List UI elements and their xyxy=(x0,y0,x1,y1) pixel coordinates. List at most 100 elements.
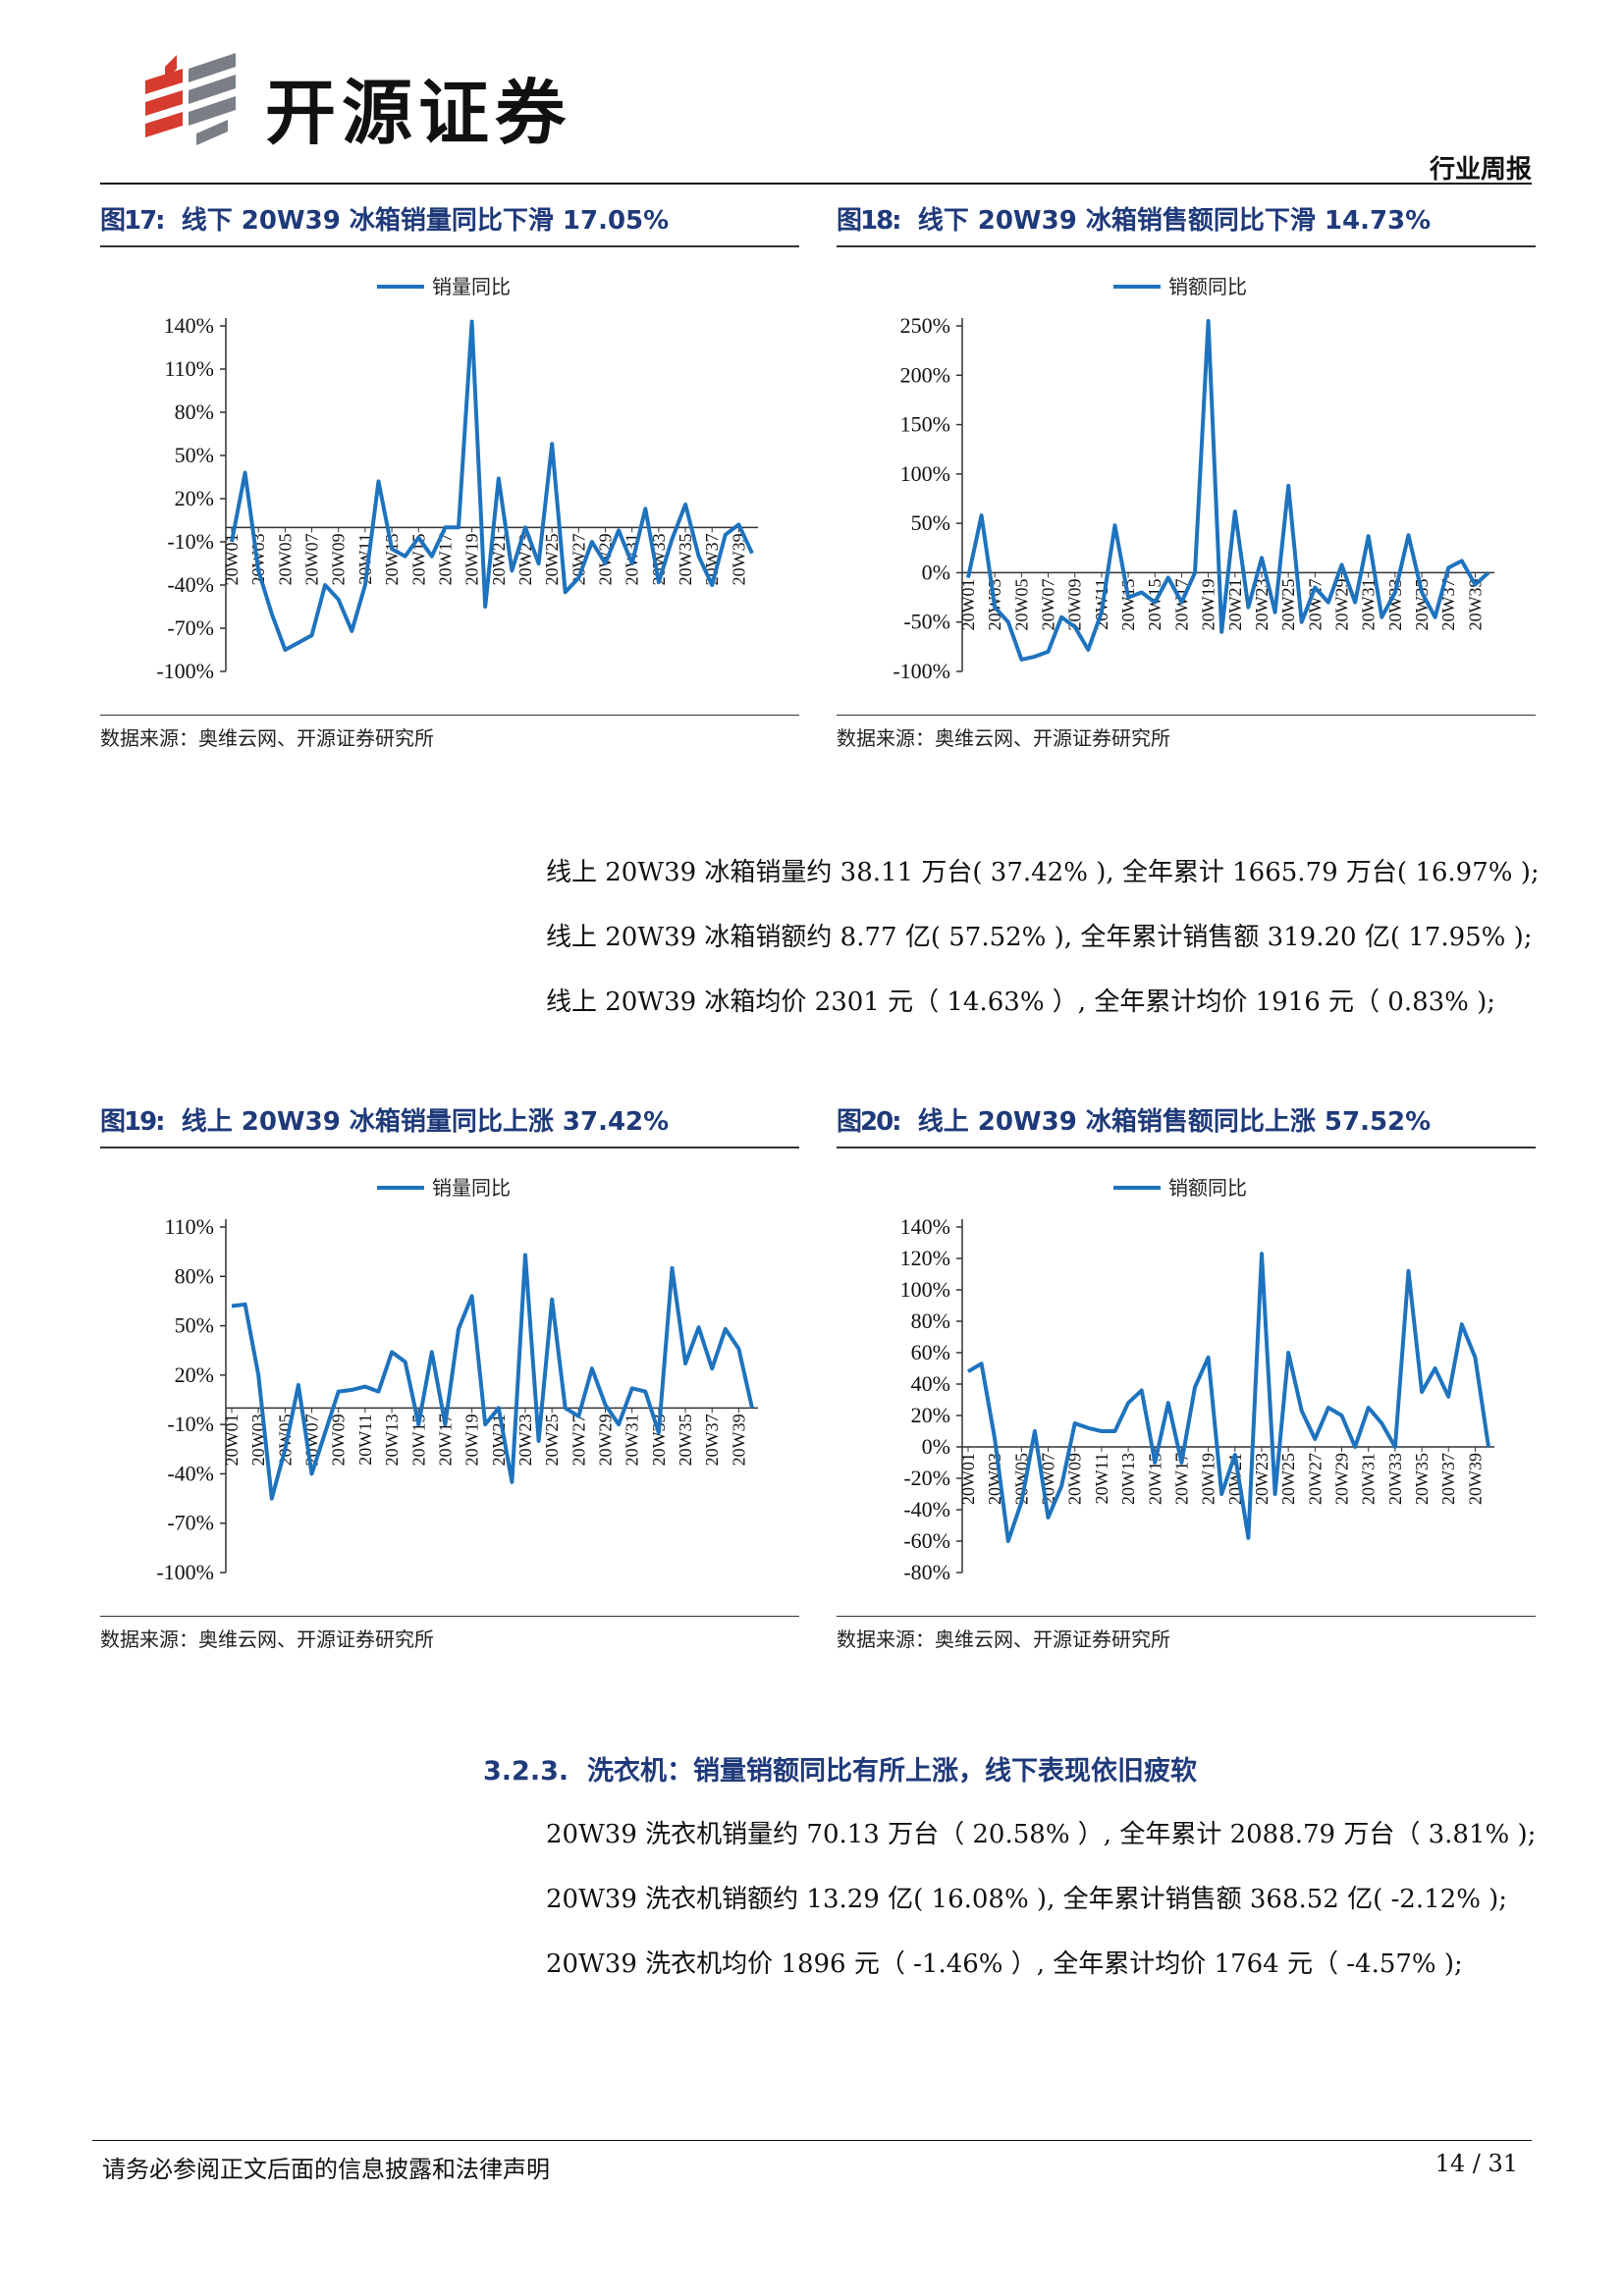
washer-revenue-text: 20W39 洗衣机销额约 13.29 亿( 16.08% ), 全年累计销售额 … xyxy=(546,1885,1508,1914)
y-tick-label: 120% xyxy=(900,1246,950,1270)
figure-bottom-rule xyxy=(100,1616,799,1617)
y-tick-label: 20% xyxy=(175,486,214,510)
y-tick-label: 80% xyxy=(175,400,214,424)
y-tick-label: 0% xyxy=(922,1434,950,1459)
x-tick-label: 20W21 xyxy=(489,533,509,585)
y-tick-label: -70% xyxy=(167,1511,214,1535)
y-tick-label: -50% xyxy=(903,610,950,634)
x-tick-label: 20W15 xyxy=(408,1414,428,1466)
legend-label: 销量同比 xyxy=(432,1176,511,1200)
x-tick-label: 20W35 xyxy=(1412,578,1432,630)
x-tick-label: 20W13 xyxy=(1118,578,1138,630)
x-tick-label: 20W01 xyxy=(958,1453,978,1505)
x-tick-label: 20W31 xyxy=(1359,578,1379,630)
x-tick-label: 20W27 xyxy=(1305,1453,1325,1505)
chart-fig20: 销额同比 140% 120% 100% 80% 60% 40% 20% 0% -20% -40% -6… xyxy=(900,1176,1494,1584)
x-tick-label: 20W39 xyxy=(729,1414,748,1466)
y-tick-label: 100% xyxy=(900,461,950,486)
x-tick-label: 20W39 xyxy=(1465,578,1485,630)
x-tick-label: 20W13 xyxy=(382,533,402,585)
x-tick-label: 20W35 xyxy=(1412,1453,1432,1505)
series-line xyxy=(230,319,754,652)
x-tick-label: 20W09 xyxy=(1065,1453,1085,1505)
x-tick-label: 20W25 xyxy=(1278,578,1298,630)
page-number: 14 / 31 xyxy=(1435,2150,1518,2177)
y-tick-label: 50% xyxy=(175,443,214,467)
y-tick-label: -100% xyxy=(156,1560,214,1584)
y-tick-label: 250% xyxy=(900,313,950,338)
x-tick-label: 20W07 xyxy=(1039,578,1058,630)
section-heading: 3.2.3. 洗衣机：销量销额同比有所上涨，线下表现依旧疲软 xyxy=(483,1749,1197,1788)
x-tick-label: 20W17 xyxy=(435,533,455,585)
figure-title: 图20: 线上 20W39 冰箱销售额同比上涨 57.52% xyxy=(837,1103,1536,1148)
x-tick-label: 20W05 xyxy=(275,533,295,585)
legend-label: 销额同比 xyxy=(1168,1176,1247,1200)
series-line xyxy=(966,319,1490,662)
y-tick-label: 50% xyxy=(911,510,950,535)
chart-fig17: 销量同比 140% 110% 80% 50% 20% -10% -40% -70% -100% 20… xyxy=(156,275,758,683)
y-tick-label: -100% xyxy=(156,659,214,683)
x-tick-label: 20W29 xyxy=(1332,1453,1352,1505)
y-tick-label: 20% xyxy=(175,1362,214,1387)
x-tick-label: 20W27 xyxy=(568,533,588,585)
washer-price-text: 20W39 洗衣机均价 1896 元（ -1.46% ）, 全年累计均价 176… xyxy=(546,1949,1463,1979)
x-tick-label: 20W29 xyxy=(1332,578,1352,630)
footer-divider xyxy=(92,2140,1532,2141)
y-tick-label: 140% xyxy=(900,1214,950,1239)
y-tick-label: -10% xyxy=(167,529,214,554)
x-tick-label: 20W01 xyxy=(222,1414,242,1466)
source-note: 数据来源：奥维云网、开源证券研究所 xyxy=(837,1628,1170,1651)
y-tick-label: -40% xyxy=(903,1497,950,1522)
chart-fig18: 销额同比 250% 200% 150% 100% 50% 0% -50% -100% 20W01 2… xyxy=(893,275,1494,683)
x-tick-label: 20W33 xyxy=(1385,1453,1405,1505)
y-tick-label: -80% xyxy=(903,1560,950,1584)
source-note: 数据来源：奥维云网、开源证券研究所 xyxy=(100,726,434,750)
online-revenue-text: 线上 20W39 冰箱销额约 8.77 亿( 57.52% ), 全年累计销售额… xyxy=(546,923,1533,952)
figure-bottom-rule xyxy=(837,1616,1536,1617)
chart-fig19: 销量同比 110% 80% 50% 20% -10% -40% -70% -100% 20W01 2… xyxy=(156,1176,758,1584)
figure-caption: 线上 20W39 冰箱销售额同比上涨 57.52% xyxy=(917,1107,1432,1137)
y-tick-label: 60% xyxy=(911,1340,950,1364)
x-tick-label: 20W35 xyxy=(676,533,695,585)
x-tick-label: 20W27 xyxy=(568,1414,588,1466)
x-tick-label: 20W37 xyxy=(702,1414,722,1466)
x-tick-label: 20W13 xyxy=(382,1414,402,1466)
figure-title: 图17: 线下 20W39 冰箱销量同比下滑 17.05% xyxy=(100,202,799,247)
figure-bottom-rule xyxy=(100,715,799,716)
figure-17: 图17: 线下 20W39 冰箱销量同比下滑 17.05% 销量同比 140% 11… xyxy=(100,202,799,752)
x-tick-label: 20W21 xyxy=(1225,578,1245,630)
logo-mark-icon xyxy=(145,53,236,145)
x-tick-label: 20W31 xyxy=(1359,1453,1379,1505)
y-tick-label: 80% xyxy=(911,1308,950,1333)
x-tick-label: 20W25 xyxy=(1278,1453,1298,1505)
y-tick-label: -60% xyxy=(903,1528,950,1553)
x-tick-label: 20W39 xyxy=(1465,1453,1485,1505)
series-line xyxy=(966,1252,1490,1543)
y-tick-label: -70% xyxy=(167,615,214,640)
figure-bottom-rule xyxy=(837,715,1536,716)
y-tick-label: -10% xyxy=(167,1412,214,1436)
x-tick-label: 20W07 xyxy=(302,533,322,585)
figure-title: 图18: 线下 20W39 冰箱销售额同比下滑 14.73% xyxy=(837,202,1536,247)
x-tick-label: 20W29 xyxy=(596,1414,616,1466)
figure-20: 图20: 线上 20W39 冰箱销售额同比上涨 57.52% 销额同比 140% 1… xyxy=(837,1103,1536,1653)
footer-disclaimer: 请务必参阅正文后面的信息披露和法律声明 xyxy=(102,2156,550,2183)
section-title: 洗衣机：销量销额同比有所上涨，线下表现依旧疲软 xyxy=(586,1756,1197,1787)
y-tick-label: -20% xyxy=(903,1466,950,1490)
x-tick-label: 20W01 xyxy=(222,533,242,585)
x-tick-label: 20W17 xyxy=(1171,1453,1191,1505)
legend-label: 销量同比 xyxy=(432,275,511,298)
figure-caption: 线下 20W39 冰箱销售额同比下滑 14.73% xyxy=(917,206,1432,236)
figure-caption: 线下 20W39 冰箱销量同比下滑 17.05% xyxy=(181,206,670,236)
figure-19: 图19: 线上 20W39 冰箱销量同比上涨 37.42% 销量同比 110% 80… xyxy=(100,1103,799,1653)
figure-number: 图20: xyxy=(837,1107,902,1137)
x-tick-label: 20W23 xyxy=(515,1414,535,1466)
washer-volume-text: 20W39 洗衣机销量约 70.13 万台（ 20.58% ）, 全年累计 20… xyxy=(546,1820,1537,1849)
x-tick-label: 20W11 xyxy=(355,1414,375,1465)
x-tick-label: 20W19 xyxy=(462,533,482,585)
figure-caption: 线上 20W39 冰箱销量同比上涨 37.42% xyxy=(181,1107,670,1137)
x-tick-label: 20W33 xyxy=(649,1414,669,1466)
y-tick-label: 80% xyxy=(175,1263,214,1288)
x-tick-label: 20W19 xyxy=(462,1414,482,1466)
section-number: 3.2.3. xyxy=(483,1756,569,1787)
